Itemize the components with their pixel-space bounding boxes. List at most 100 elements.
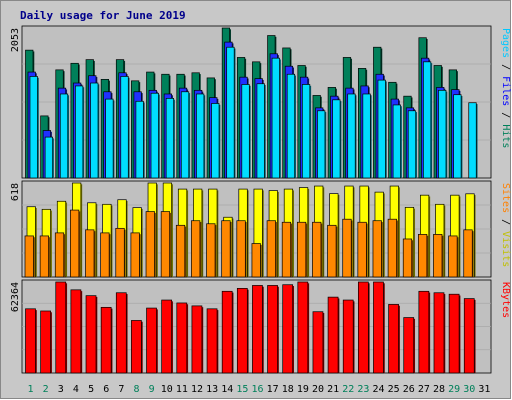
day-label: 6 bbox=[103, 384, 109, 395]
panel-legend: Sites / Visits bbox=[500, 183, 511, 267]
bar-pages-day-29 bbox=[453, 94, 462, 179]
bar-kbytes-day-3 bbox=[55, 281, 67, 374]
bar-kbytes-day-23 bbox=[357, 281, 369, 374]
bar-kbytes-day-26 bbox=[403, 317, 415, 374]
bar-kbytes-day-21 bbox=[327, 296, 339, 374]
bar-kbytes-day-22 bbox=[342, 299, 354, 374]
day-label: 18 bbox=[282, 384, 294, 395]
day-label: 11 bbox=[176, 384, 188, 395]
day-label: 22 bbox=[342, 384, 354, 395]
day-label: 5 bbox=[88, 384, 94, 395]
bar-sites-day-30 bbox=[463, 229, 473, 278]
legend-text: Visits bbox=[500, 231, 511, 267]
bar-sites-day-28 bbox=[433, 234, 443, 278]
day-label: 20 bbox=[312, 384, 324, 395]
bar-sites-day-6 bbox=[100, 232, 110, 278]
bar-sites-day-8 bbox=[130, 232, 140, 278]
bar-kbytes-day-2 bbox=[40, 310, 51, 374]
bar-kbytes-day-20 bbox=[312, 311, 324, 374]
panel-kbytes: 62364 KBytes bbox=[10, 279, 511, 374]
bar-kbytes-day-1 bbox=[25, 308, 36, 374]
panel-legend: KBytes bbox=[500, 282, 511, 318]
day-label: 19 bbox=[297, 384, 309, 395]
bar-pages-day-3 bbox=[59, 93, 69, 179]
bar-sites-day-26 bbox=[402, 238, 413, 278]
bar-sites-day-9 bbox=[145, 211, 155, 278]
bar-pages-day-13 bbox=[211, 103, 220, 179]
bar-sites-day-20 bbox=[312, 221, 322, 278]
bar-pages-day-7 bbox=[120, 76, 129, 179]
bar-pages-day-9 bbox=[150, 92, 159, 179]
panel-max-label: 618 bbox=[10, 183, 21, 201]
legend-text: / bbox=[500, 58, 511, 76]
bar-kbytes-day-12 bbox=[191, 305, 203, 374]
legend-text: / bbox=[500, 106, 511, 124]
legend-text: KBytes bbox=[500, 282, 511, 318]
bar-kbytes-day-8 bbox=[131, 320, 142, 374]
bar-pages-day-10 bbox=[165, 98, 175, 179]
panel-max-label: 62364 bbox=[10, 282, 21, 312]
bar-sites-day-22 bbox=[342, 218, 352, 278]
day-label: 2 bbox=[43, 384, 49, 395]
day-label: 3 bbox=[58, 384, 64, 395]
bar-kbytes-day-27 bbox=[418, 290, 430, 374]
bar-kbytes-day-19 bbox=[297, 281, 309, 374]
bar-pages-day-28 bbox=[438, 89, 447, 179]
day-label: 1 bbox=[28, 384, 34, 395]
bar-pages-day-11 bbox=[180, 91, 190, 179]
day-label: 4 bbox=[73, 384, 79, 395]
bar-sites-day-1 bbox=[24, 235, 34, 278]
day-label: 21 bbox=[327, 384, 339, 395]
panel-hits-files-pages: 2053 Pages / Files / Hits bbox=[10, 25, 511, 179]
day-label: 26 bbox=[403, 384, 415, 395]
bar-kbytes-day-25 bbox=[388, 304, 399, 374]
bar-sites-day-19 bbox=[296, 221, 307, 278]
bar-sites-day-24 bbox=[372, 220, 382, 278]
day-label: 24 bbox=[373, 384, 385, 395]
bar-sites-day-15 bbox=[236, 220, 246, 278]
bar-sites-day-23 bbox=[357, 221, 367, 278]
bar-sites-day-18 bbox=[281, 221, 292, 278]
bar-sites-day-16 bbox=[251, 243, 261, 278]
bar-sites-day-29 bbox=[448, 235, 458, 278]
bar-pages-day-1 bbox=[29, 76, 38, 179]
bar-sites-day-17 bbox=[266, 220, 276, 278]
bar-sites-day-13 bbox=[206, 223, 216, 278]
bar-kbytes-day-18 bbox=[282, 284, 294, 374]
bar-pages-day-8 bbox=[135, 100, 144, 179]
day-label: 23 bbox=[357, 384, 369, 395]
day-label: 7 bbox=[118, 384, 124, 395]
bar-pages-day-23 bbox=[362, 93, 371, 179]
panel-legend: Pages / Files / Hits bbox=[500, 28, 511, 148]
bar-sites-day-4 bbox=[70, 209, 80, 278]
day-label: 16 bbox=[251, 384, 263, 395]
bar-sites-day-5 bbox=[85, 229, 95, 278]
bar-kbytes-day-4 bbox=[70, 289, 82, 374]
bar-sites-day-2 bbox=[39, 235, 49, 278]
bar-pages-day-25 bbox=[392, 104, 401, 179]
bar-pages-day-19 bbox=[301, 84, 311, 179]
bar-kbytes-day-10 bbox=[161, 299, 173, 374]
legend-text: Hits bbox=[500, 124, 511, 148]
day-label: 13 bbox=[206, 384, 218, 395]
bar-pages-day-6 bbox=[105, 98, 114, 179]
bar-kbytes-day-11 bbox=[176, 302, 188, 374]
bar-pages-day-21 bbox=[332, 99, 341, 179]
bar-sites-day-10 bbox=[160, 211, 171, 278]
bar-sites-day-12 bbox=[191, 220, 201, 278]
bar-kbytes-day-7 bbox=[115, 292, 127, 374]
day-label: 17 bbox=[267, 384, 279, 395]
bar-pages-day-20 bbox=[317, 110, 326, 179]
bar-pages-day-18 bbox=[286, 73, 296, 179]
bar-sites-day-7 bbox=[115, 227, 125, 278]
day-label: 28 bbox=[433, 384, 445, 395]
day-label: 8 bbox=[133, 384, 139, 395]
bar-kbytes-day-29 bbox=[448, 293, 460, 374]
bar-sites-day-14 bbox=[221, 220, 231, 278]
day-label: 31 bbox=[478, 384, 490, 395]
bar-sites-day-21 bbox=[327, 224, 337, 278]
bar-kbytes-day-14 bbox=[221, 290, 233, 374]
bar-sites-day-25 bbox=[387, 218, 397, 278]
bar-pages-day-12 bbox=[196, 93, 205, 179]
